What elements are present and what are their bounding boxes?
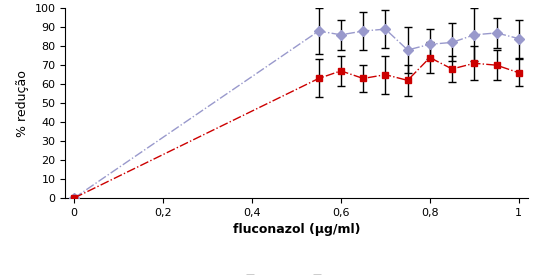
Y-axis label: % redução: % redução	[16, 70, 29, 137]
X-axis label: fluconazol (µg/ml): fluconazol (µg/ml)	[233, 223, 360, 236]
Legend: DO, XTT: DO, XTT	[231, 272, 362, 275]
